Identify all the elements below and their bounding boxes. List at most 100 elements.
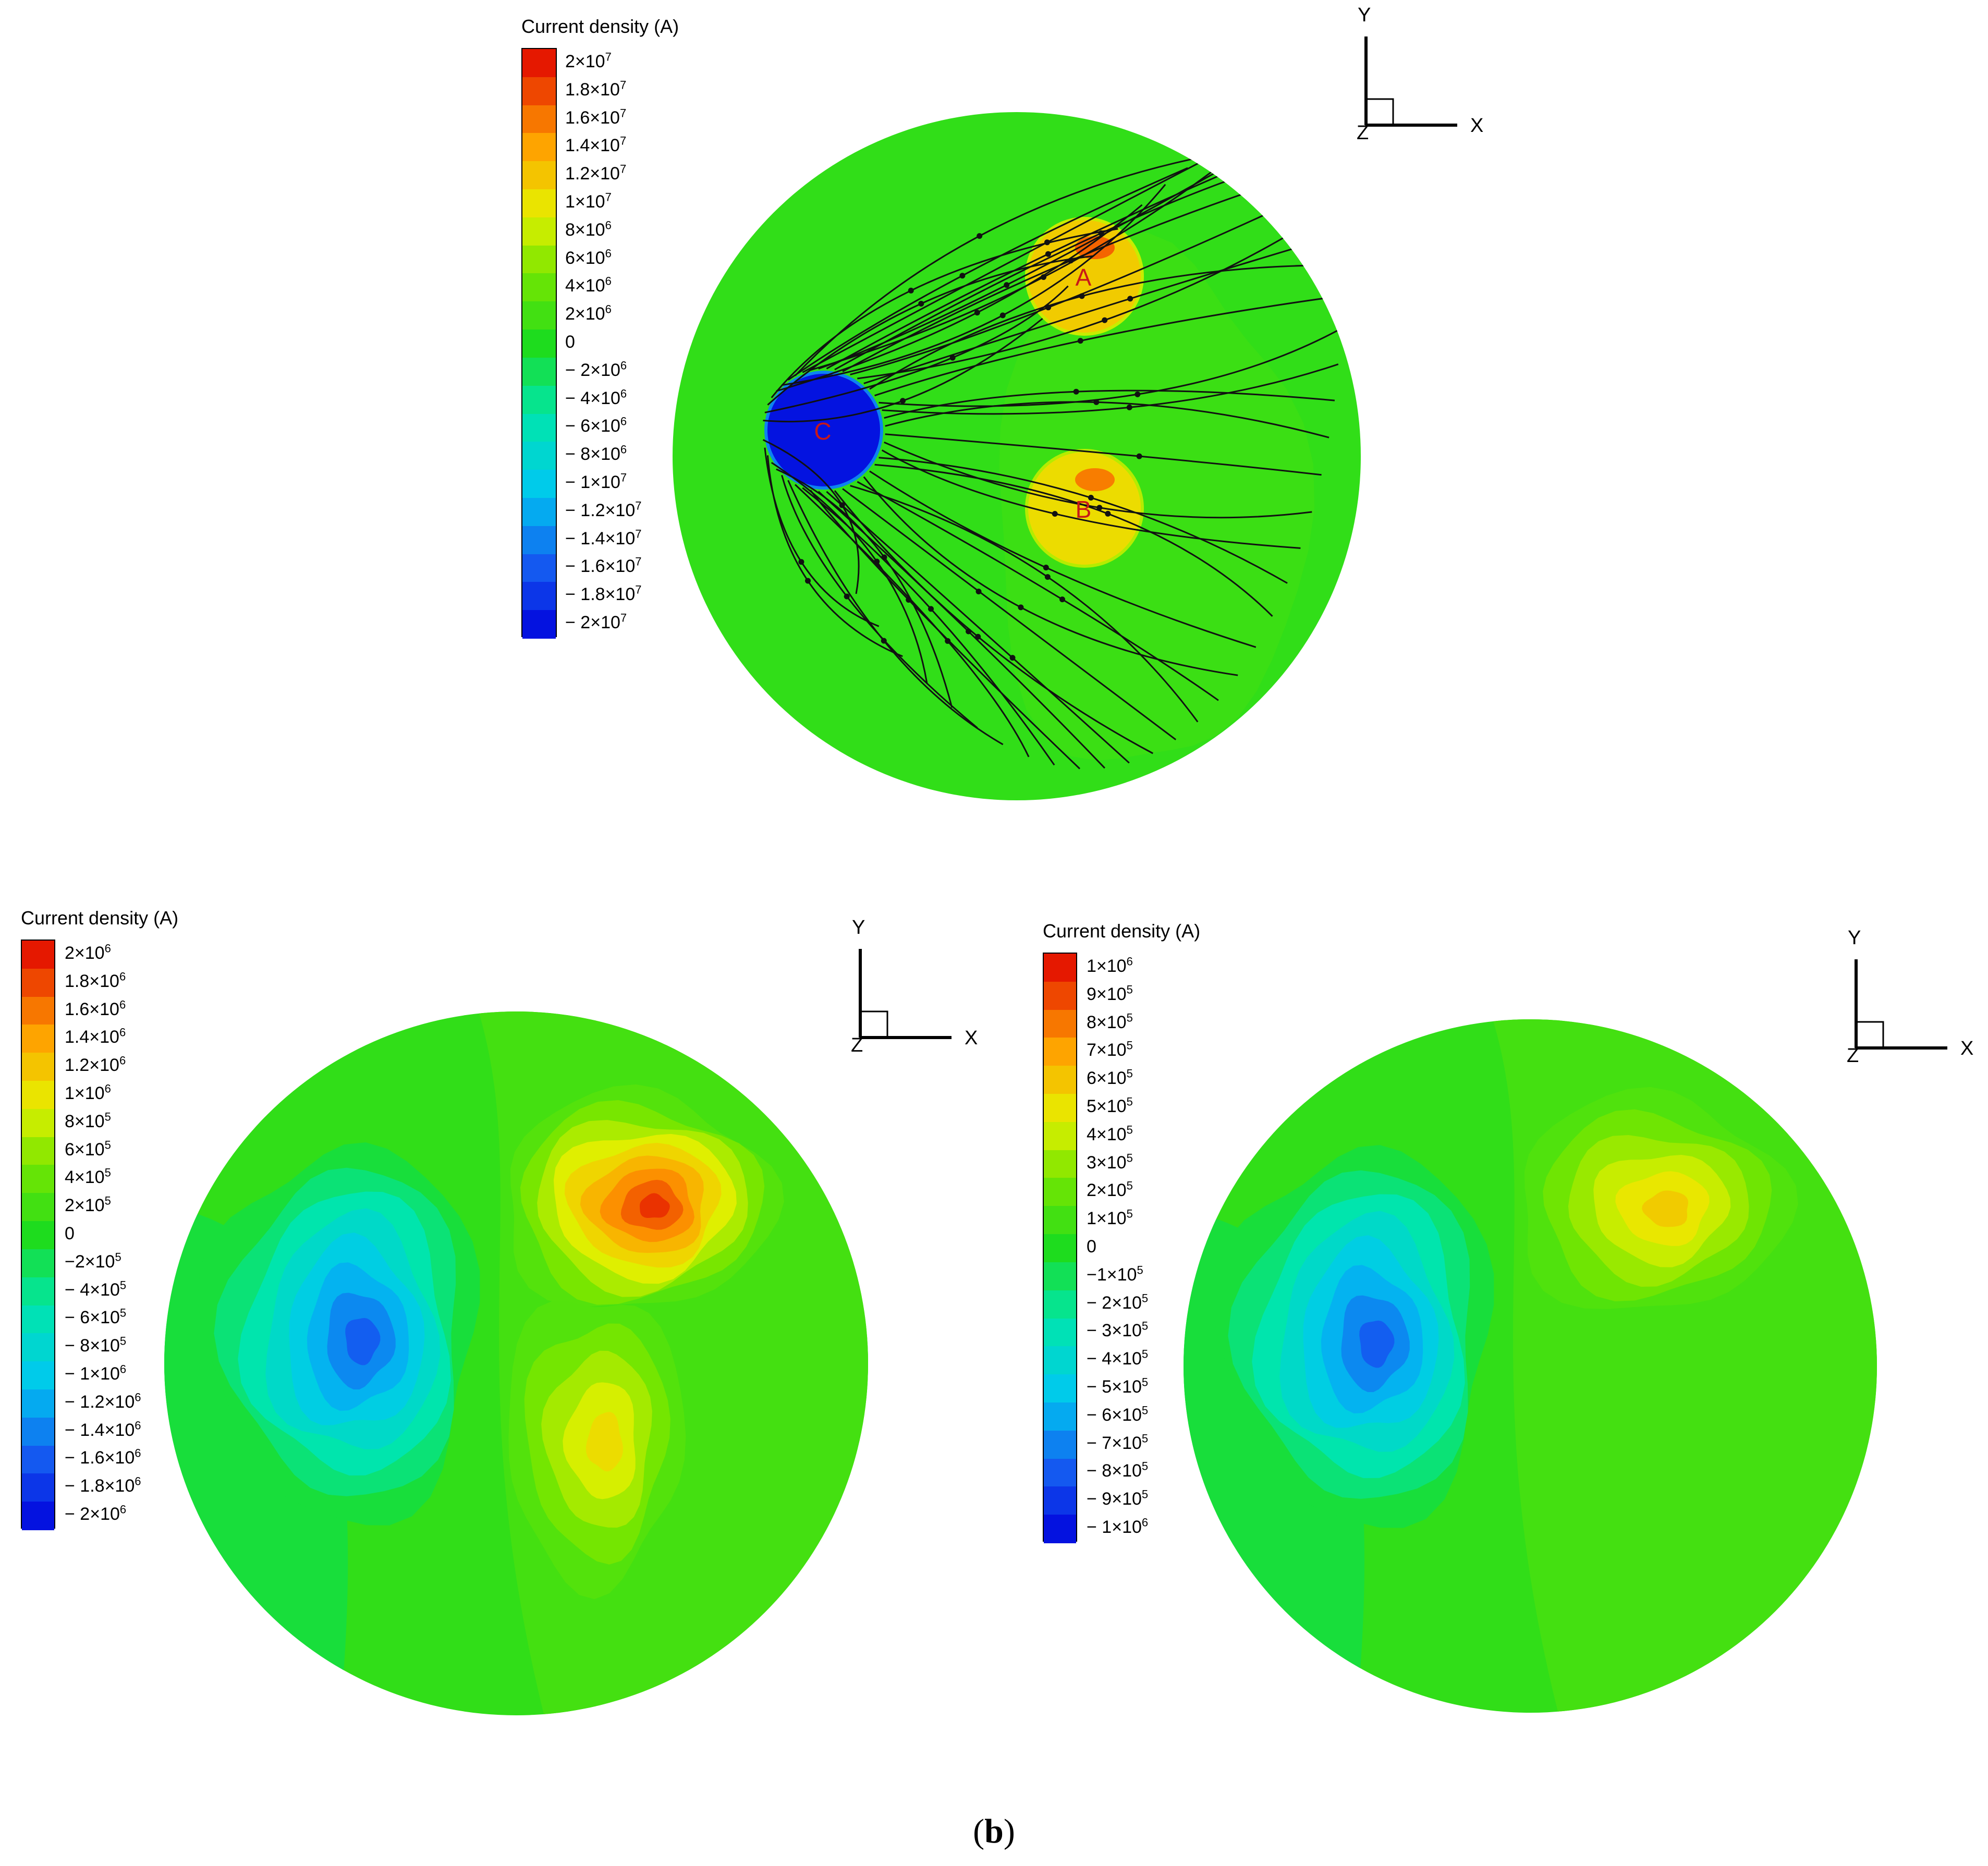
tick-times: ×10 xyxy=(605,528,636,548)
streamline-arrow xyxy=(975,633,981,640)
streamline-arrow xyxy=(949,355,956,361)
streamline-arrow xyxy=(1009,655,1016,661)
top-contour-plot: Current density (A) 2×107 1.8×107 1.6×107 1… xyxy=(0,0,1988,813)
tick-times: ×10 xyxy=(1112,1405,1142,1425)
tick-mantissa: − 4 xyxy=(565,388,591,408)
tick-exponent: 6 xyxy=(620,387,627,400)
tick-exponent: 5 xyxy=(1137,1263,1143,1277)
tick-times: ×10 xyxy=(74,1139,105,1160)
streamline-arrow xyxy=(959,273,966,279)
colorbar-tick-label: − 4×105 xyxy=(1087,1348,1148,1369)
colorbar-swatch xyxy=(1044,1346,1076,1375)
tick-mantissa: 1.6 xyxy=(65,999,90,1019)
colorbar-swatch xyxy=(522,442,556,471)
streamline-arrow xyxy=(945,638,951,644)
streamline-arrow xyxy=(1077,338,1083,344)
colorbar-swatch xyxy=(1044,1150,1076,1179)
tick-mantissa: − 5 xyxy=(1087,1377,1112,1397)
y-axis-label: Y xyxy=(1358,4,1371,26)
axes-triad-lines xyxy=(859,949,952,1039)
streamline-arrow xyxy=(1079,293,1085,299)
tick-mantissa: 8 xyxy=(565,219,575,240)
tick-mantissa: −2 xyxy=(65,1251,85,1272)
tick-times: ×10 xyxy=(590,416,620,436)
colorbar-swatch xyxy=(1044,1318,1076,1347)
colorbar-tick-label: 8×106 xyxy=(565,219,612,240)
colorbar-swatch xyxy=(522,301,556,331)
tick-mantissa: 2 xyxy=(565,51,575,71)
tick-mantissa: 3 xyxy=(1087,1152,1096,1173)
colorbar-tick-label: 1×106 xyxy=(65,1082,111,1102)
colorbar-swatch xyxy=(522,161,556,190)
tick-times: ×10 xyxy=(74,943,105,963)
tick-exponent: 5 xyxy=(1126,983,1133,996)
tick-exponent: 6 xyxy=(1126,955,1133,968)
tick-exponent: 6 xyxy=(620,415,627,429)
tick-mantissa: 2 xyxy=(65,1196,75,1216)
tick-times: ×10 xyxy=(1112,1349,1142,1369)
tick-exponent: 5 xyxy=(1126,1011,1133,1025)
tick-mantissa: − 2 xyxy=(1087,1292,1112,1313)
caption-close: ) xyxy=(1003,1812,1015,1850)
streamline-arrow xyxy=(1127,296,1133,302)
positive-lower-contour xyxy=(586,1412,623,1472)
colorbar-swatch xyxy=(22,1389,54,1418)
colorbar-strip xyxy=(21,940,55,1530)
tick-mantissa: − 8 xyxy=(565,444,591,465)
colorbar-tick-label: 4×105 xyxy=(65,1167,111,1187)
tick-exponent: 6 xyxy=(119,970,126,983)
colorbar-swatch xyxy=(22,1445,54,1474)
tick-times: ×10 xyxy=(89,1055,119,1076)
tick-times: ×10 xyxy=(104,1392,135,1412)
tick-times: ×10 xyxy=(90,1336,120,1356)
tick-mantissa: 2 xyxy=(1087,1180,1096,1201)
x-axis-label: X xyxy=(1960,1038,1974,1059)
tick-times: ×10 xyxy=(1112,1489,1142,1509)
tick-exponent: 6 xyxy=(605,302,612,316)
colorbar-tick-label: 1.4×106 xyxy=(65,1026,126,1047)
tick-times: ×10 xyxy=(74,1111,105,1131)
tick-exponent: 5 xyxy=(1141,1460,1149,1473)
colorbar-swatch xyxy=(22,1473,54,1503)
tick-times: ×10 xyxy=(90,1308,120,1328)
colorbar-swatch xyxy=(522,470,556,498)
tick-exponent: 5 xyxy=(104,1138,111,1152)
colorbar-tick-label: 5×105 xyxy=(1087,1096,1133,1116)
electrode-label: C xyxy=(814,418,831,445)
tick-exponent: 6 xyxy=(119,1026,126,1039)
tick-mantissa: 2 xyxy=(65,943,75,963)
tick-times: ×10 xyxy=(1096,1040,1127,1060)
tick-mantissa: 6 xyxy=(1087,1068,1096,1089)
colorbar-swatch xyxy=(1044,1430,1076,1459)
colorbar-tick-label: − 2×105 xyxy=(1087,1292,1148,1313)
tick-times: ×10 xyxy=(1096,1096,1127,1116)
tick-mantissa: 6 xyxy=(565,248,575,268)
tick-times: ×10 xyxy=(1112,1321,1142,1341)
tick-times: ×10 xyxy=(590,136,620,156)
tick-exponent: 6 xyxy=(605,247,612,260)
colorbar-swatch xyxy=(1044,1121,1076,1151)
tick-exponent: 7 xyxy=(635,527,642,541)
tick-times: ×10 xyxy=(590,472,620,493)
tick-times: ×10 xyxy=(590,164,620,184)
tick-times: ×10 xyxy=(89,1027,119,1047)
colorbar-swatch xyxy=(22,941,54,969)
colorbar-title: Current density (A) xyxy=(521,16,679,37)
tick-exponent: 5 xyxy=(119,1307,127,1320)
streamline-arrow xyxy=(918,300,924,307)
tick-times: ×10 xyxy=(575,304,605,324)
tick-mantissa: 8 xyxy=(1087,1012,1096,1032)
colorbar-swatch xyxy=(1044,1290,1076,1319)
streamline-arrow xyxy=(874,558,880,565)
colorbar-tick-label: 2×106 xyxy=(65,943,111,963)
colorbar-swatch xyxy=(22,996,54,1026)
streamline-arrow xyxy=(966,628,972,635)
colorbar-swatch xyxy=(522,526,556,555)
tick-exponent: 7 xyxy=(620,611,627,625)
colorbar-swatch xyxy=(522,582,556,611)
colorbar-swatch xyxy=(1044,1374,1076,1403)
tick-exponent: 5 xyxy=(119,1334,127,1348)
streamline-arrow xyxy=(844,593,850,600)
y-axis-label: Y xyxy=(1848,927,1861,949)
tick-exponent: 6 xyxy=(104,1082,111,1095)
